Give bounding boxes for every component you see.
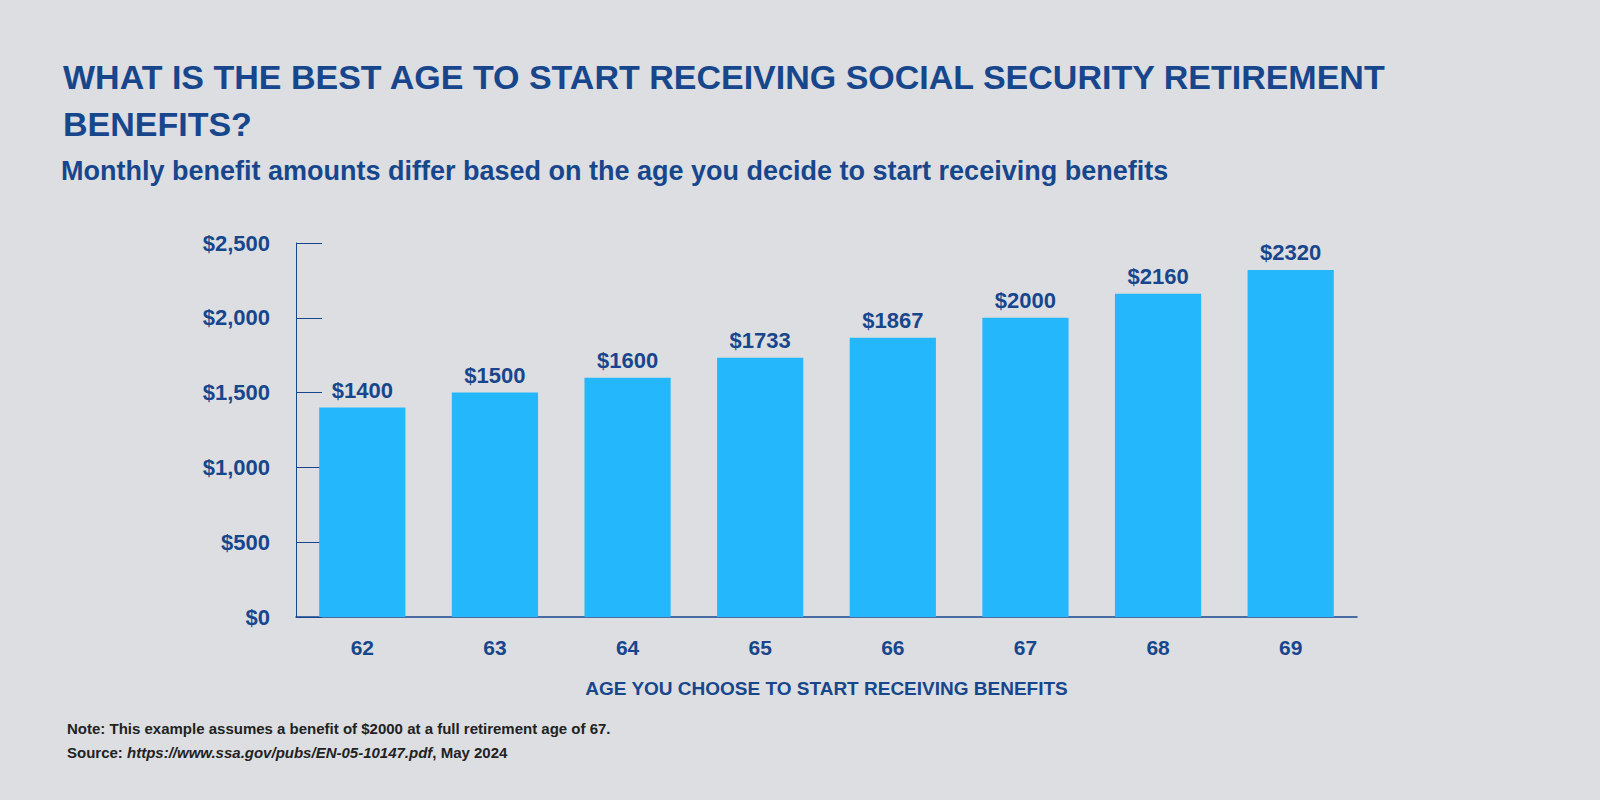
svg-text:65: 65 [749,636,773,659]
svg-text:69: 69 [1279,636,1302,659]
svg-text:Source:: Source: [67,744,127,761]
svg-text:68: 68 [1146,636,1170,659]
svg-text:64: 64 [616,636,640,659]
svg-text:$2,000: $2,000 [203,305,270,330]
svg-text:$1,500: $1,500 [203,380,270,405]
svg-text:$1867: $1867 [862,308,923,333]
svg-text:AGE YOU CHOOSE TO START RECEIV: AGE YOU CHOOSE TO START RECEIVING BENEFI… [585,678,1067,699]
svg-text:62: 62 [351,636,374,659]
svg-text:$1,000: $1,000 [203,455,270,480]
svg-text:$2000: $2000 [995,288,1056,313]
svg-text:$1600: $1600 [597,348,658,373]
svg-text:$2,500: $2,500 [203,231,270,256]
svg-text:66: 66 [881,636,904,659]
svg-text:Monthly benefit amounts differ: Monthly benefit amounts differ based on … [61,156,1168,186]
svg-text:BENEFITS?: BENEFITS? [63,105,252,143]
svg-text:67: 67 [1014,636,1037,659]
svg-text:https://www.ssa.gov/pubs/EN-05: https://www.ssa.gov/pubs/EN-05-10147.pdf [127,744,434,761]
svg-text:$500: $500 [221,530,270,555]
svg-text:WHAT IS THE BEST AGE TO START: WHAT IS THE BEST AGE TO START RECEIVING … [63,58,1394,96]
svg-text:Note: This example assumes a b: Note: This example assumes a benefit of … [67,720,611,737]
svg-text:63: 63 [483,636,506,659]
svg-text:$2320: $2320 [1260,240,1321,265]
svg-text:$1400: $1400 [332,378,393,403]
svg-text:$2160: $2160 [1127,264,1188,289]
svg-text:$0: $0 [246,605,270,630]
svg-text:$1500: $1500 [464,363,525,388]
svg-text:$1733: $1733 [730,328,791,353]
svg-text:, May 2024: , May 2024 [432,744,508,761]
